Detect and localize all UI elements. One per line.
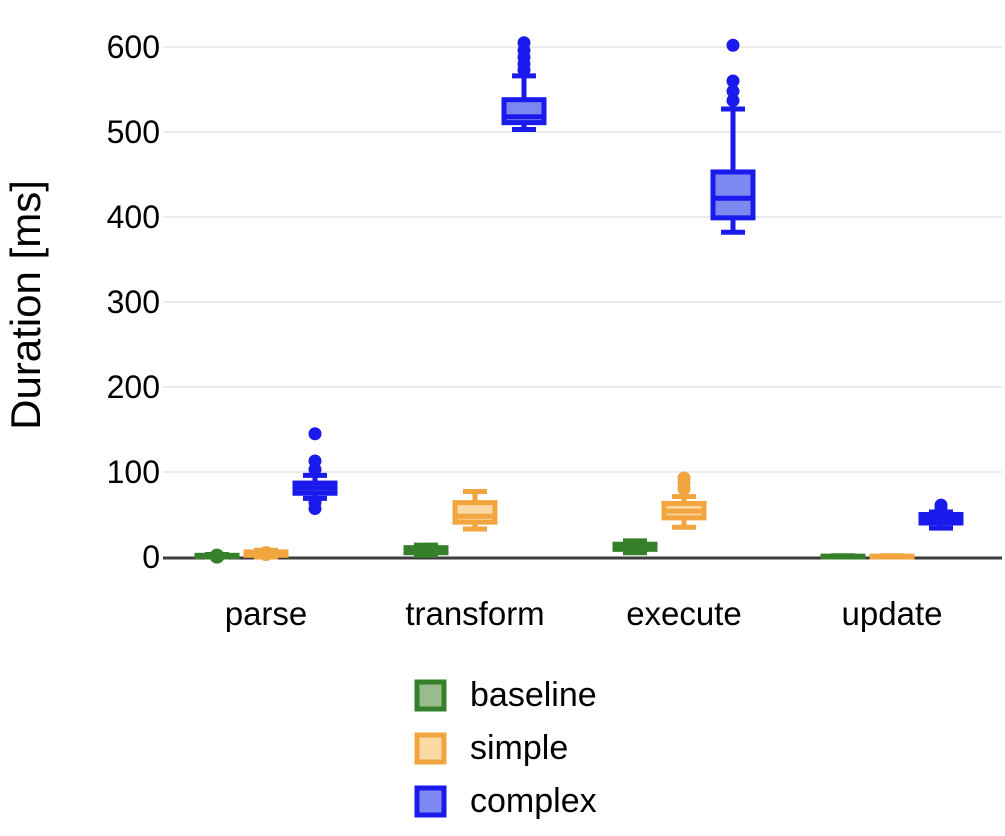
boxplot-update-baseline [820, 553, 866, 560]
legend-item-baseline: baseline [414, 676, 597, 714]
boxplot-transform-simple [452, 489, 498, 532]
boxplot-execute-baseline [612, 538, 658, 556]
outlier-dot [677, 471, 691, 485]
y-tick-label: 300 [107, 284, 160, 320]
y-axis-title: Duration [ms] [2, 180, 49, 430]
median-dot [258, 546, 274, 562]
median-dot [627, 539, 643, 555]
boxplot-execute-complex [710, 38, 756, 235]
legend-label-simple: simple [470, 729, 568, 767]
boxplot-parse-complex [292, 427, 338, 516]
boxplot-transform-complex [501, 36, 547, 132]
legend-item-complex: complex [414, 782, 597, 820]
median-dot [209, 548, 225, 564]
boxplot-parse-baseline [194, 548, 240, 564]
outlier-dot [934, 498, 948, 512]
boxplot-parse-simple [243, 546, 289, 562]
boxplot-update-complex [918, 498, 964, 531]
x-category-label: parse [225, 595, 308, 632]
y-tick-label: 100 [107, 454, 160, 490]
y-tick-label: 400 [107, 199, 160, 235]
outlier-dot [308, 454, 322, 468]
legend-swatch-complex [414, 785, 447, 818]
y-tick-label: 600 [107, 29, 160, 65]
y-tick-label: 500 [107, 114, 160, 150]
legend-item-simple: simple [414, 729, 568, 767]
legend-swatch-baseline [414, 679, 447, 712]
median-dot [418, 542, 434, 558]
outlier-dot [726, 38, 740, 52]
boxplot-transform-baseline [403, 542, 449, 558]
outlier-dot [308, 496, 322, 510]
iqr-box [501, 97, 547, 126]
legend-swatch-simple [414, 732, 447, 765]
x-category-label: transform [405, 595, 544, 632]
iqr-box [710, 169, 756, 221]
y-tick-label: 200 [107, 369, 160, 405]
boxplot-update-simple [869, 553, 915, 560]
legend-label-baseline: baseline [470, 676, 597, 714]
outlier-dot [308, 427, 322, 441]
legend-label-complex: complex [470, 782, 597, 820]
iqr-box [452, 500, 498, 525]
outlier-dot [726, 74, 740, 88]
y-tick-label: 0 [142, 539, 160, 575]
outlier-dot [726, 94, 740, 108]
x-category-label: execute [626, 595, 742, 632]
outlier-dot [517, 36, 531, 50]
boxplot-execute-simple [661, 471, 707, 530]
outlier-dot [726, 84, 740, 98]
x-category-label: update [842, 595, 943, 632]
